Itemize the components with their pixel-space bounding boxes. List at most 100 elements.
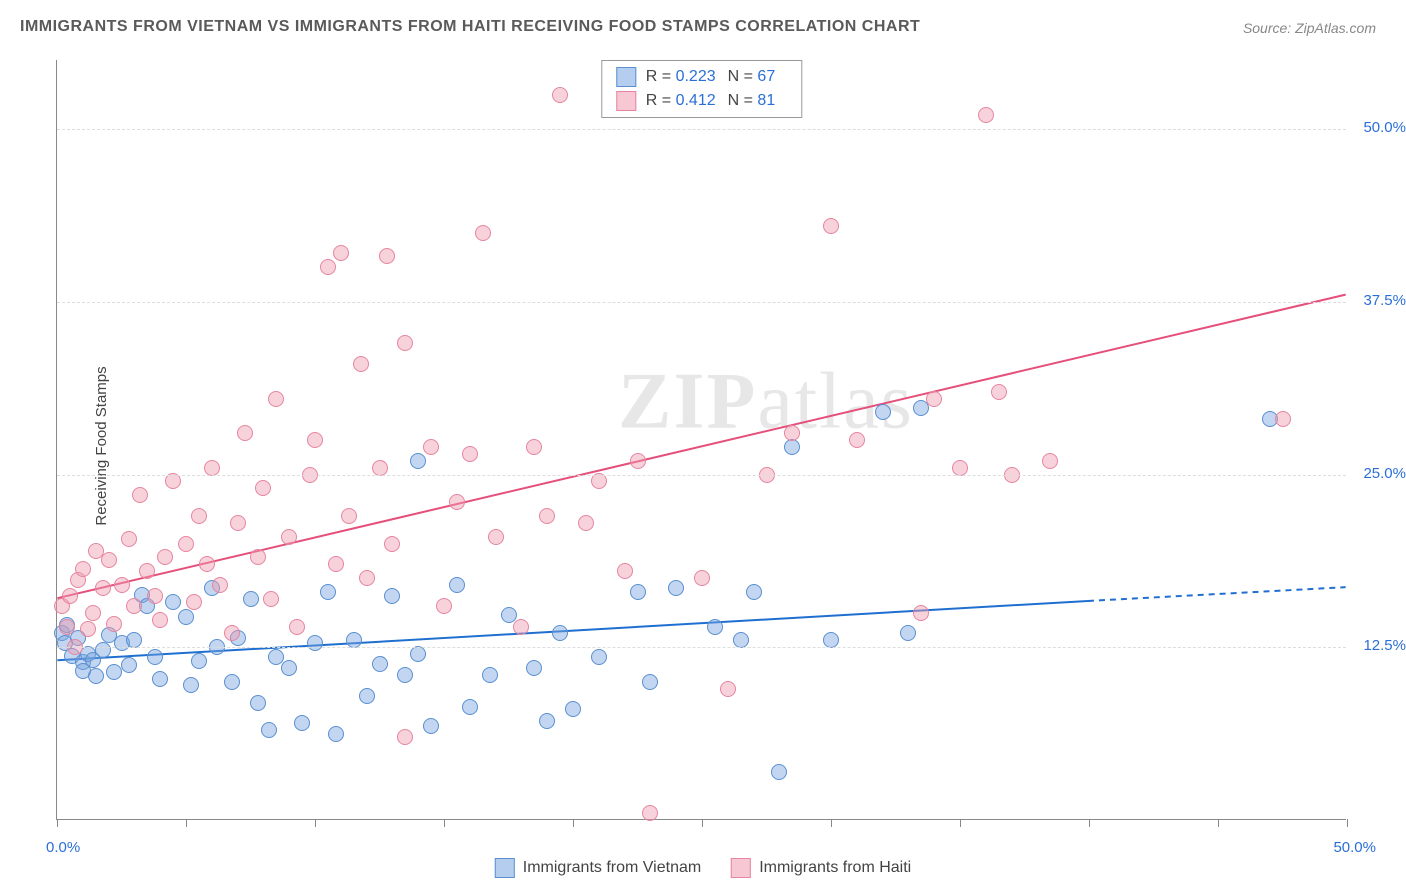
data-point (250, 549, 266, 565)
data-point (642, 674, 658, 690)
data-point (423, 439, 439, 455)
x-tick (960, 819, 961, 827)
data-point (694, 570, 710, 586)
data-point (95, 580, 111, 596)
trend-line (57, 295, 1345, 599)
data-point (384, 588, 400, 604)
legend-series: Immigrants from Vietnam Immigrants from … (495, 858, 911, 878)
data-point (186, 594, 202, 610)
data-point (526, 660, 542, 676)
data-point (139, 598, 155, 614)
data-point (70, 572, 86, 588)
gridline (57, 475, 1346, 476)
data-point (397, 335, 413, 351)
data-point (397, 729, 413, 745)
data-point (746, 584, 762, 600)
data-point (106, 616, 122, 632)
x-tick (444, 819, 445, 827)
data-point (900, 625, 916, 641)
data-point (397, 667, 413, 683)
trend-lines-svg (57, 60, 1346, 819)
data-point (449, 494, 465, 510)
data-point (565, 701, 581, 717)
data-point (204, 460, 220, 476)
data-point (230, 515, 246, 531)
data-point (552, 87, 568, 103)
data-point (991, 384, 1007, 400)
data-point (630, 453, 646, 469)
x-tick (186, 819, 187, 827)
legend-label-vietnam: Immigrants from Vietnam (523, 859, 701, 877)
trend-line-extrapolated (1088, 587, 1346, 601)
data-point (642, 805, 658, 821)
data-point (784, 439, 800, 455)
x-tick (573, 819, 574, 827)
data-point (281, 660, 297, 676)
legend-stats-row-haiti: R = 0.412N = 81 (616, 89, 787, 113)
data-point (88, 543, 104, 559)
data-point (212, 577, 228, 593)
chart-title: IMMIGRANTS FROM VIETNAM VS IMMIGRANTS FR… (20, 18, 920, 36)
x-tick (1347, 819, 1348, 827)
data-point (328, 726, 344, 742)
data-point (978, 107, 994, 123)
data-point (513, 619, 529, 635)
data-point (526, 439, 542, 455)
data-point (147, 649, 163, 665)
data-point (591, 473, 607, 489)
data-point (114, 635, 130, 651)
data-point (384, 536, 400, 552)
data-point (488, 529, 504, 545)
data-point (539, 508, 555, 524)
watermark: ZIPatlas (618, 356, 914, 447)
data-point (250, 695, 266, 711)
y-tick-label: 37.5% (1363, 292, 1406, 309)
data-point (379, 248, 395, 264)
data-point (80, 621, 96, 637)
data-point (121, 531, 137, 547)
swatch-vietnam-icon (495, 858, 515, 878)
data-point (237, 425, 253, 441)
data-point (165, 473, 181, 489)
data-point (57, 635, 73, 651)
data-point (199, 556, 215, 572)
data-point (462, 446, 478, 462)
data-point (436, 598, 452, 614)
data-point (630, 584, 646, 600)
data-point (191, 508, 207, 524)
data-point (341, 508, 357, 524)
data-point (875, 404, 891, 420)
data-point (410, 646, 426, 662)
data-point (289, 619, 305, 635)
data-point (372, 656, 388, 672)
x-tick (315, 819, 316, 827)
data-point (121, 657, 137, 673)
data-point (449, 577, 465, 593)
data-point (152, 671, 168, 687)
data-point (307, 432, 323, 448)
data-point (224, 674, 240, 690)
data-point (617, 563, 633, 579)
data-point (126, 632, 142, 648)
x-tick (1218, 819, 1219, 827)
legend-item-haiti: Immigrants from Haiti (731, 858, 911, 878)
data-point (320, 584, 336, 600)
data-point (733, 632, 749, 648)
gridline (57, 129, 1346, 130)
swatch-vietnam-icon (616, 67, 636, 87)
legend-stats: R = 0.223N = 67 R = 0.412N = 81 (601, 60, 802, 118)
trend-line (57, 601, 1088, 660)
data-point (263, 591, 279, 607)
data-point (64, 648, 80, 664)
data-point (224, 625, 240, 641)
n-value-vietnam: 67 (757, 68, 775, 85)
data-point (359, 688, 375, 704)
data-point (410, 453, 426, 469)
legend-item-vietnam: Immigrants from Vietnam (495, 858, 701, 878)
data-point (1262, 411, 1278, 427)
y-tick-label: 12.5% (1363, 637, 1406, 654)
data-point (823, 632, 839, 648)
scatter-plot: R = 0.223N = 67 R = 0.412N = 81 ZIPatlas… (56, 60, 1346, 820)
data-point (59, 619, 75, 635)
data-point (126, 598, 142, 614)
